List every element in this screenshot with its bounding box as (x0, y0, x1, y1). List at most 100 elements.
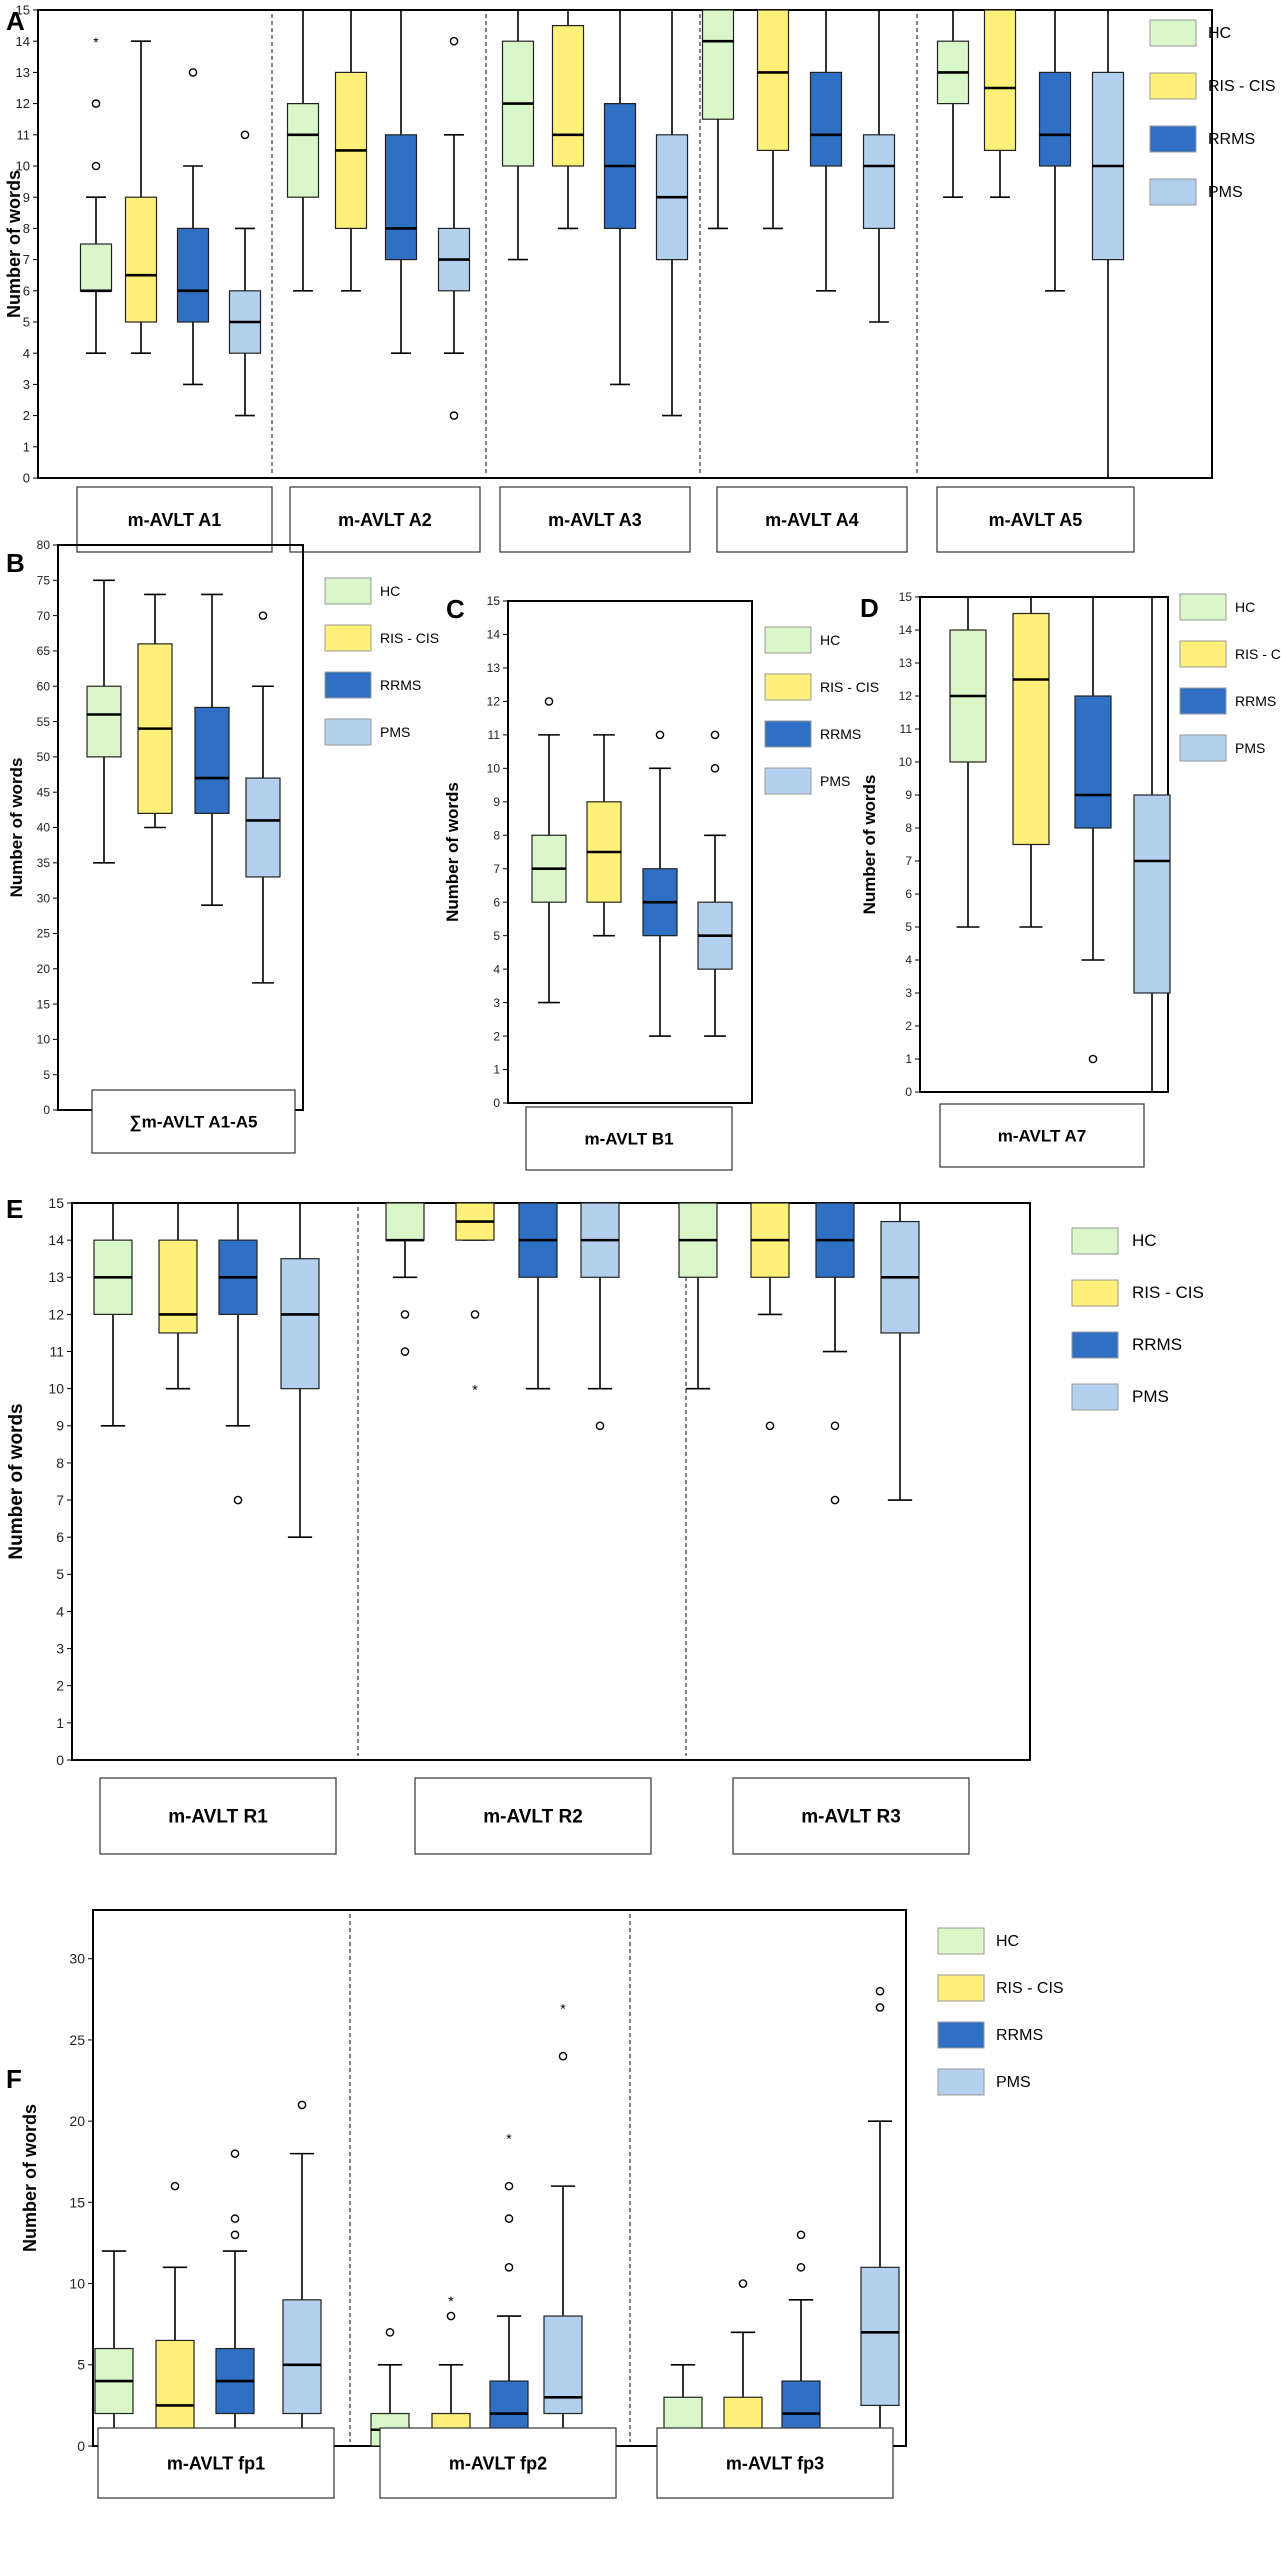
y-tick-label: 8 (23, 221, 30, 236)
outlier-point (504, 2263, 514, 2272)
y-tick-label: 6 (905, 887, 912, 901)
legend-swatch-hc (937, 1927, 985, 1955)
y-tick-label: 4 (493, 962, 500, 976)
y-tick-label: 8 (905, 821, 912, 835)
group-m-avlt-fp1: m-AVLT fp1 (94, 2100, 335, 2499)
y-tick-label: 12 (487, 695, 501, 709)
y-tick-label: 15 (487, 594, 501, 608)
outlier-point (796, 2230, 806, 2240)
category-label: m-AVLT R1 (168, 1807, 268, 1828)
panel-e-letter: E (6, 1194, 23, 1224)
legend-swatch-ris-cis (764, 673, 812, 701)
y-tick-label: 10 (899, 755, 913, 769)
outlier-point (91, 161, 101, 171)
group-m-avlt-a1: * m-AVLT A1 (76, 34, 273, 553)
y-tick-label: 7 (56, 1492, 64, 1508)
y-tick-label: 2 (23, 408, 30, 423)
outlier-point (504, 2214, 514, 2223)
category-label: m-AVLT A3 (548, 510, 642, 530)
legend-swatch-ris-cis (1179, 640, 1227, 668)
box-m-avlt-a2-pms (437, 36, 471, 420)
legend-swatch-pms (324, 718, 372, 746)
category-label-box (732, 1777, 970, 1855)
legend-swatch-hc (324, 577, 372, 605)
panel-f-legend: HC RIS - CIS RRMS PMS (937, 1927, 1064, 2096)
panel-a-y-axis-title: Number of words (4, 170, 24, 318)
y-tick-label: 4 (905, 953, 912, 967)
box-m-avlt-a4-pms (862, 9, 896, 323)
box-m-avlt-fp2-ris-cis: * (431, 2293, 471, 2447)
category-label-box (289, 486, 481, 553)
panel-d-letter: D (860, 593, 879, 623)
box-m-avlt-r1-hc (93, 1202, 133, 1427)
y-tick-label: 10 (16, 159, 30, 174)
box-m-avlt-r2-ris-cis: * (455, 1202, 495, 1398)
box-m-avlt-b1-rrms (642, 730, 678, 1037)
category-label: m-AVLT A1 (128, 510, 222, 530)
y-tick-label: 40 (37, 821, 51, 835)
outlier-point (240, 130, 250, 140)
legend-swatch-pms (937, 2068, 985, 2096)
box-m-avlt-r1-pms (280, 1202, 320, 1538)
outlier-point (233, 1495, 243, 1505)
box-iqr (983, 9, 1017, 151)
group-m-avlt-a2: m-AVLT A2 (286, 9, 481, 553)
category-label-box (656, 2427, 894, 2499)
box-iqr (286, 102, 320, 198)
y-tick-label: 3 (23, 377, 30, 392)
legend-label-pms: PMS (1235, 740, 1265, 756)
y-tick-label: 12 (899, 689, 913, 703)
box-m-avlt-a1-ris-cis (124, 40, 158, 355)
y-tick-label: 11 (17, 127, 31, 142)
y-tick-label: 15 (48, 1195, 64, 1211)
box-iqr (176, 227, 210, 323)
y-tick-label: 3 (493, 996, 500, 1010)
y-tick-label: 14 (487, 628, 501, 642)
y-tick-label: 25 (69, 2032, 85, 2048)
box-iqr (860, 2266, 900, 2406)
y-tick-label: 11 (900, 722, 913, 736)
panel-b-legend: HC RIS - CIS RRMS PMS (324, 577, 439, 746)
box-m-avlt-fp1-pms (282, 2100, 322, 2447)
category-label-box (525, 1106, 733, 1171)
category-label-box (414, 1777, 652, 1855)
y-tick-label: 14 (899, 623, 913, 637)
extreme-outlier-star: * (93, 34, 99, 50)
legend-swatch-rrms (1179, 687, 1227, 715)
y-tick-label: 13 (48, 1269, 64, 1285)
category-label-box (91, 1089, 296, 1154)
y-tick-label: 1 (493, 1063, 500, 1077)
box-iqr (155, 2339, 195, 2431)
legend-label-hc: HC (996, 1933, 1019, 1950)
y-tick-label: 65 (37, 644, 51, 658)
group-m-avlt-fp3: m-AVLT fp3 (656, 1986, 900, 2499)
outlier-point (765, 1421, 775, 1431)
extreme-outlier-star: * (448, 2293, 454, 2309)
y-tick-label: 15 (899, 590, 913, 604)
category-label: m-AVLT fp2 (449, 2453, 547, 2473)
box-m-avlt-r2-pms (580, 1202, 620, 1431)
box-m-avlt-r3-pms (880, 1202, 920, 1501)
outlier-point (230, 2149, 240, 2158)
box-iqr (1012, 612, 1050, 846)
y-tick-label: 50 (37, 750, 51, 764)
box-iqr (551, 25, 585, 167)
box-m-avlt-a7-rrms (1074, 596, 1112, 1064)
panel-b-y-axis-title: Number of words (7, 758, 26, 898)
y-tick-label: 70 (37, 609, 51, 623)
box-m-avlt-fp1-rrms (215, 2149, 255, 2447)
box-m-avlt-a2-ris-cis (334, 9, 368, 292)
legend-label-rrms: RRMS (996, 2027, 1043, 2044)
box-m-avlt-r3-hc (678, 1202, 718, 1390)
legend-label-hc: HC (820, 632, 840, 648)
outlier-point (470, 1310, 480, 1319)
box-m-avlt-a1-a5-ris-cis (137, 593, 173, 829)
legend-label-hc: HC (1132, 1231, 1157, 1250)
panel-d-y-axis-title: Number of words (860, 775, 879, 915)
outlier-point (91, 99, 101, 108)
box-iqr (809, 71, 843, 167)
legend-label-rrms: RRMS (820, 726, 861, 742)
category-label: m-AVLT R2 (483, 1807, 583, 1828)
outlier-point (297, 2100, 307, 2110)
